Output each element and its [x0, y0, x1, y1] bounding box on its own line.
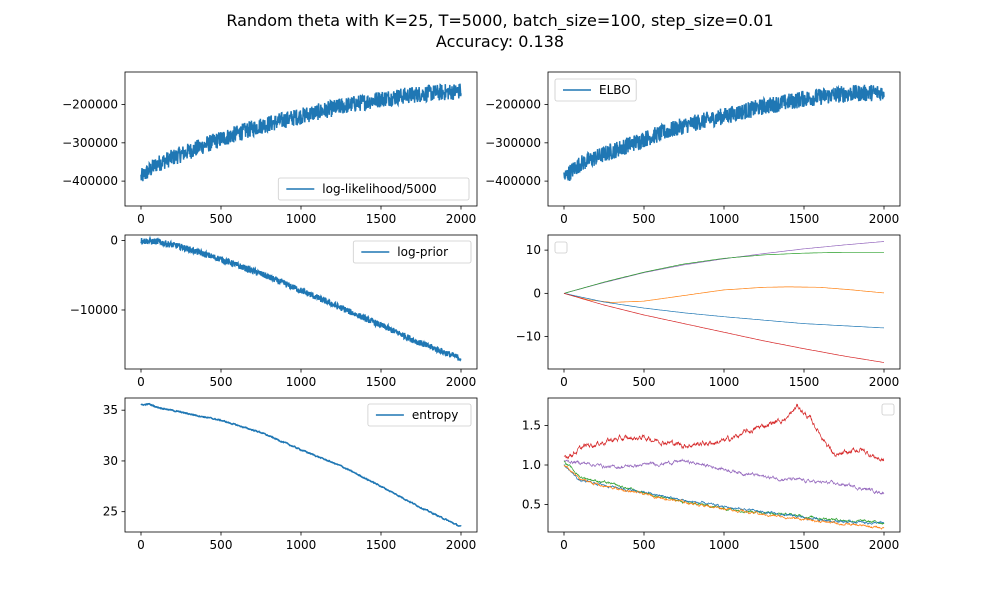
legend-label: log-prior [397, 245, 448, 259]
series-line-1 [563, 251, 884, 294]
series-line-4 [563, 293, 885, 363]
series-line-0 [140, 235, 462, 362]
x-tick-label: 0 [137, 375, 145, 389]
x-tick-label: 500 [210, 212, 233, 226]
figure-title: Random theta with K=25, T=5000, batch_si… [226, 11, 773, 31]
series-line-0 [563, 84, 885, 181]
series-line-0 [140, 402, 462, 527]
legend-box [367, 403, 472, 427]
x-tick-label: 2000 [446, 538, 477, 552]
x-tick-label: 1000 [709, 212, 740, 226]
legend [554, 241, 568, 254]
series-line-0 [563, 241, 885, 294]
y-tick-label: −200000 [485, 98, 541, 112]
x-tick-label: 500 [210, 538, 233, 552]
subplot-entropy: 0 500 1000 1500 2000 25 30 35 entropy [103, 397, 478, 552]
series-group [563, 84, 885, 181]
series-line-1 [563, 458, 885, 495]
legend-label: log-likelihood/5000 [322, 182, 436, 196]
series-group [140, 83, 462, 182]
x-tick-label: 1500 [366, 375, 397, 389]
x-tick-label: 2000 [446, 375, 477, 389]
subplot-logprior: 0 500 1000 1500 2000 −10000 0 log-prior [70, 234, 478, 389]
x-tick-label: 1500 [789, 375, 820, 389]
x-tick-label: 1500 [789, 538, 820, 552]
series-group [140, 235, 462, 362]
series-line-2 [563, 286, 885, 303]
legend: log-prior [352, 240, 472, 264]
x-tick-label: 0 [560, 375, 568, 389]
axes-frame [547, 234, 901, 370]
x-tick-label: 2000 [869, 538, 900, 552]
series-line-3 [563, 464, 885, 525]
legend-label: ELBO [599, 83, 631, 97]
legend: log-likelihood/5000 [277, 177, 470, 201]
legend [881, 403, 895, 416]
x-tick-label: 500 [633, 212, 656, 226]
y-tick-label: 0 [533, 286, 541, 300]
legend-label: entropy [412, 408, 458, 422]
legend: entropy [367, 403, 472, 427]
series-group [140, 402, 462, 527]
y-tick-label: 1.0 [522, 458, 541, 472]
legend-box [554, 78, 637, 102]
legend-box [352, 240, 472, 264]
subplot-params1: 0 500 1000 1500 2000 −10 0 10 [516, 234, 901, 389]
y-tick-label: 30 [103, 454, 118, 468]
x-tick-label: 500 [210, 375, 233, 389]
subplot-loglik: 0 500 1000 1500 2000 −400000 −300000 −200000 log… [62, 71, 478, 226]
x-tick-label: 0 [137, 212, 145, 226]
y-tick-label: −300000 [62, 136, 118, 150]
x-tick-label: 0 [560, 212, 568, 226]
subplot-params2: 0 500 1000 1500 2000 0.5 1.0 1.5 [522, 397, 901, 552]
series-group [563, 403, 885, 530]
y-tick-label: −10000 [70, 303, 118, 317]
y-tick-label: −10 [516, 330, 541, 344]
legend: ELBO [554, 78, 637, 102]
y-tick-label: 0.5 [522, 497, 541, 511]
series-line-4 [563, 465, 885, 530]
x-tick-label: 1500 [789, 212, 820, 226]
x-tick-label: 2000 [869, 375, 900, 389]
legend-box [277, 177, 470, 201]
y-tick-label: 25 [103, 505, 118, 519]
x-tick-label: 1000 [709, 375, 740, 389]
series-group [563, 241, 885, 363]
x-tick-label: 500 [633, 375, 656, 389]
x-tick-label: 500 [633, 538, 656, 552]
y-tick-label: 0 [110, 234, 118, 248]
x-tick-label: 1000 [286, 375, 317, 389]
legend-box [554, 241, 568, 254]
series-line-0 [140, 83, 462, 182]
figure-subtitle: Accuracy: 0.138 [436, 32, 564, 51]
y-tick-label: −300000 [485, 136, 541, 150]
x-tick-label: 1000 [709, 538, 740, 552]
x-tick-label: 2000 [869, 212, 900, 226]
y-tick-label: 10 [526, 243, 541, 257]
y-tick-label: −200000 [62, 98, 118, 112]
y-tick-label: −400000 [62, 174, 118, 188]
axes-frame [547, 397, 901, 533]
x-tick-label: 1500 [366, 538, 397, 552]
x-tick-label: 2000 [446, 212, 477, 226]
x-tick-label: 0 [137, 538, 145, 552]
x-tick-label: 1000 [286, 212, 317, 226]
y-tick-label: 1.5 [522, 419, 541, 433]
series-line-0 [563, 403, 885, 463]
subplot-elbo: 0 500 1000 1500 2000 −400000 −300000 −200000 ELB… [485, 71, 901, 226]
y-tick-label: 35 [103, 403, 118, 417]
legend-box [881, 403, 895, 416]
series-line-2 [563, 460, 885, 525]
x-tick-label: 1500 [366, 212, 397, 226]
y-tick-label: −400000 [485, 174, 541, 188]
series-line-3 [563, 293, 885, 329]
x-tick-label: 1000 [286, 538, 317, 552]
x-tick-label: 0 [560, 538, 568, 552]
